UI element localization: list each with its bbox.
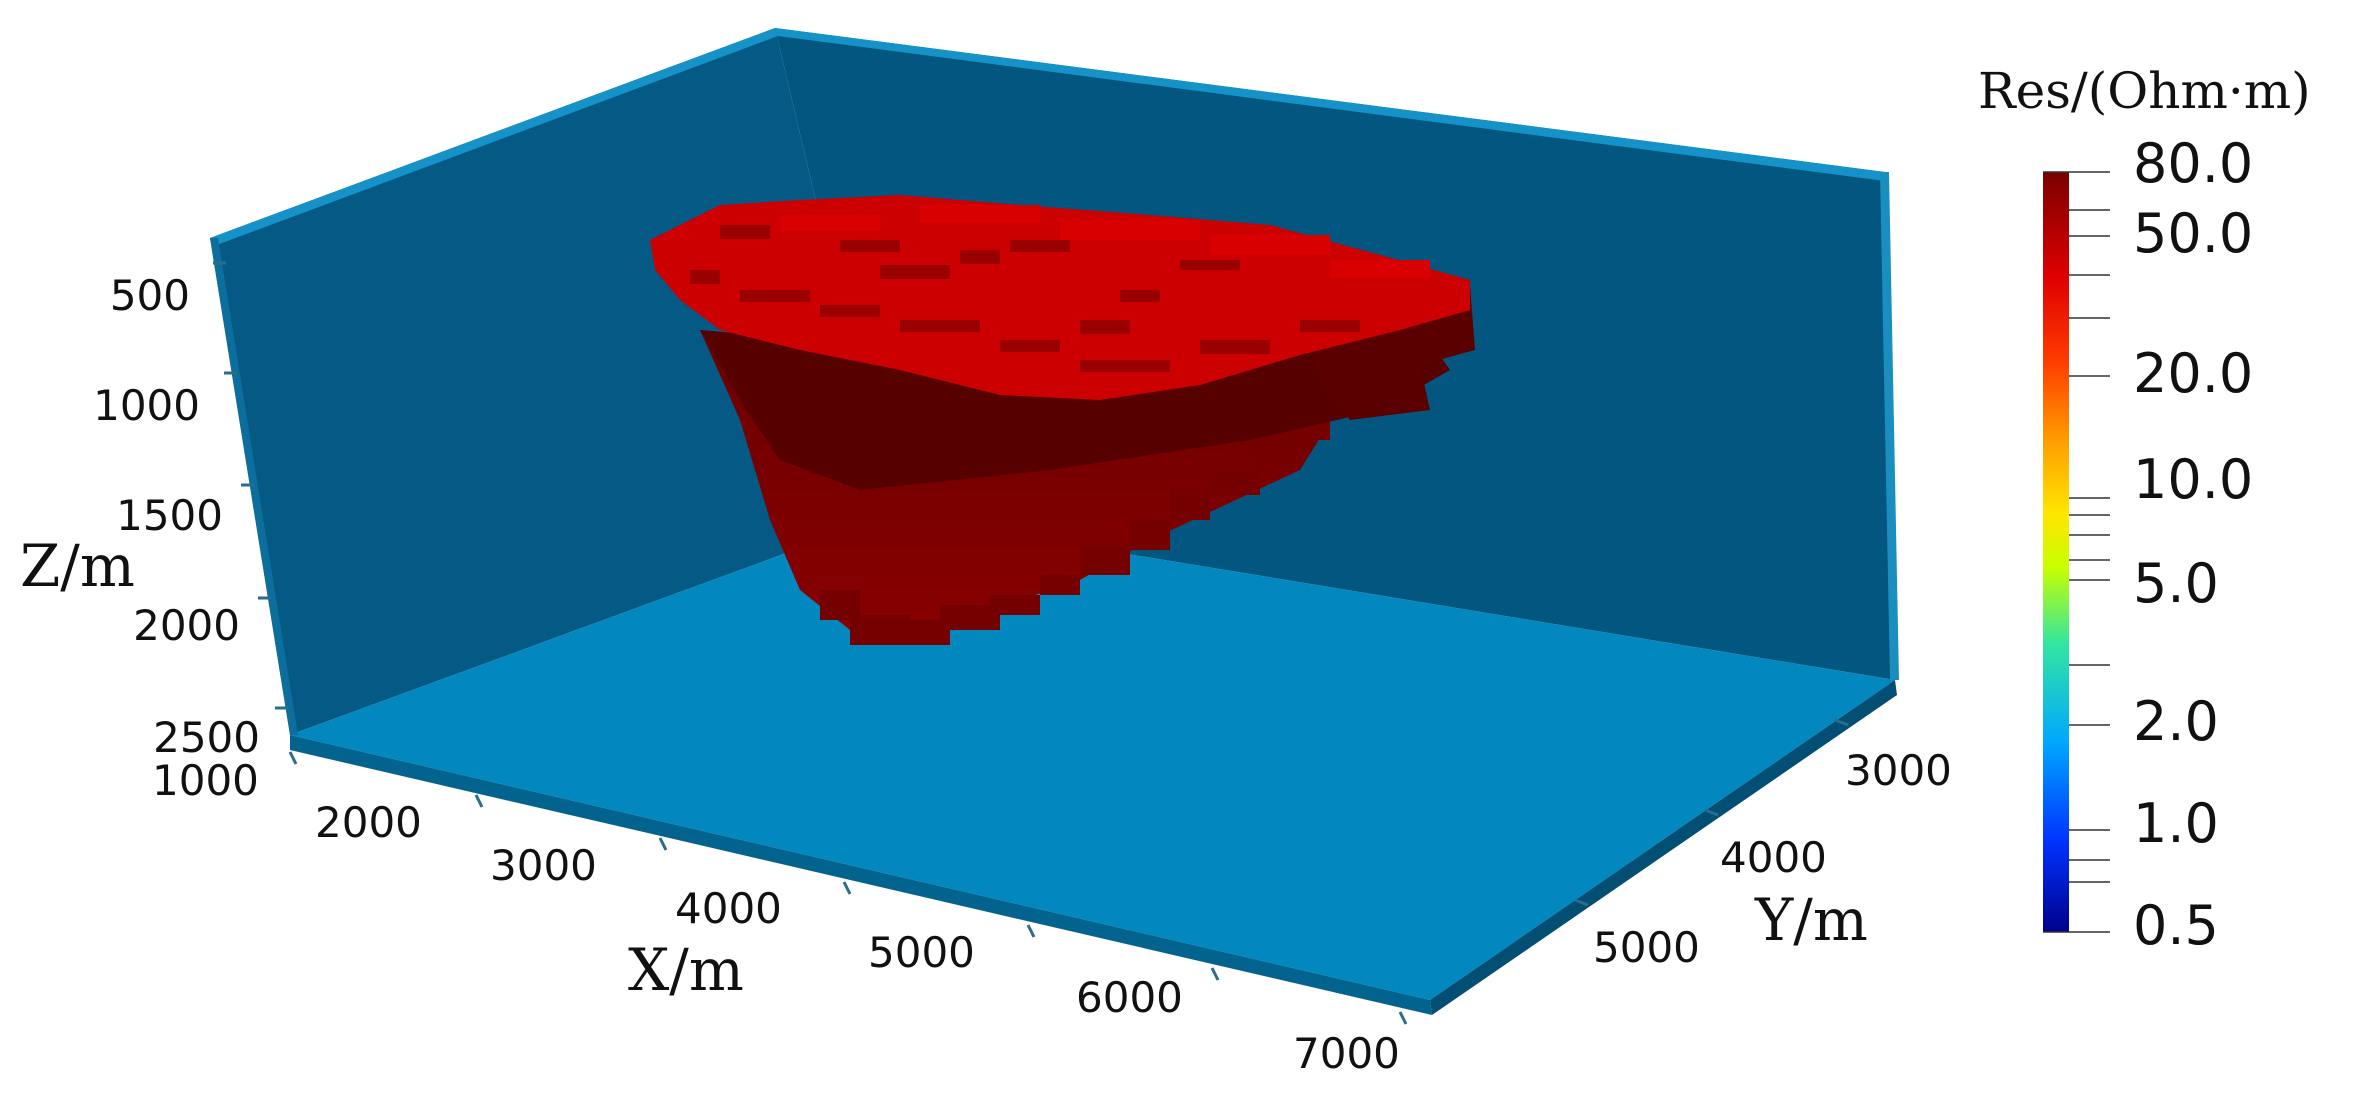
anomaly-voxel-steps <box>820 410 1330 645</box>
y-axis-title: Y/m <box>1754 886 1868 954</box>
colorbar-title: Res/(Ohm·m) <box>1978 62 2311 120</box>
colorbar-ticks <box>2043 171 2110 933</box>
x-tick-5000: 5000 <box>868 928 975 977</box>
colorbar-label-80: 80.0 <box>2133 132 2253 195</box>
back-wall-right-edge <box>1880 172 1899 680</box>
colorbar-label-20: 20.0 <box>2133 342 2253 405</box>
z-tick-1500: 1500 <box>116 491 223 540</box>
colorbar-label-1: 1.0 <box>2133 792 2219 855</box>
x-tick-6000: 6000 <box>1076 973 1183 1022</box>
left-wall <box>210 28 890 735</box>
left-wall-top-edge <box>210 28 778 246</box>
x-axis-title: X/m <box>628 936 744 1004</box>
floor-front-edge-y <box>1430 680 1897 1015</box>
y-axis-ticks <box>1574 718 1849 907</box>
z-tick-500: 500 <box>110 271 190 320</box>
anomaly-top-highlights <box>780 205 1430 278</box>
x-tick-3000: 3000 <box>490 841 597 890</box>
colorbar-label-0-5: 0.5 <box>2133 894 2219 957</box>
x-tick-7000: 7000 <box>1293 1029 1400 1078</box>
colorbar-gradient <box>2043 172 2069 932</box>
x-tick-2000: 2000 <box>315 798 422 847</box>
x-axis-ticks <box>288 751 1408 1025</box>
y-tick-5000: 5000 <box>1593 923 1700 972</box>
z-axis-ticks <box>213 261 288 710</box>
colorbar-label-5: 5.0 <box>2133 552 2219 615</box>
x-tick-4000: 4000 <box>675 884 782 933</box>
floor <box>290 515 1895 1000</box>
floor-front-edge-x <box>290 735 1432 1015</box>
y-tick-4000: 4000 <box>1720 833 1827 882</box>
colorbar-label-50: 50.0 <box>2133 202 2253 265</box>
z-tick-2000: 2000 <box>133 601 240 650</box>
back-wall-top-edge <box>775 28 1885 181</box>
y-tick-3000: 3000 <box>1845 746 1952 795</box>
z-tick-2500: 2500 <box>153 713 260 762</box>
anomaly-top-texture <box>690 225 1360 372</box>
colorbar-label-2: 2.0 <box>2133 690 2219 753</box>
z-tick-1000: 1000 <box>93 381 200 430</box>
colorbar-label-10: 10.0 <box>2133 448 2253 511</box>
x-tick-1000: 1000 <box>152 756 259 805</box>
z-axis-title: Z/m <box>20 532 135 600</box>
